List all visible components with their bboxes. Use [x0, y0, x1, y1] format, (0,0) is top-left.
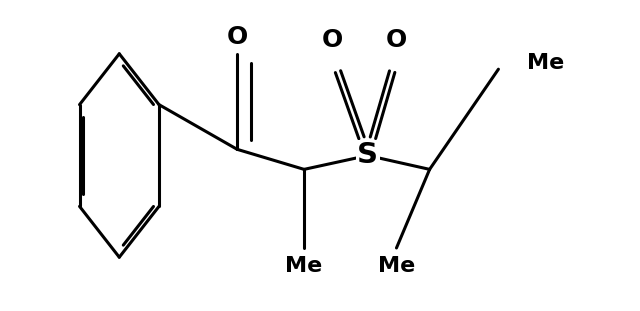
Text: Me: Me [378, 257, 415, 276]
Text: Me: Me [285, 257, 323, 276]
Text: Me: Me [527, 53, 564, 73]
Text: S: S [357, 142, 378, 169]
Text: O: O [322, 28, 344, 52]
Text: O: O [227, 25, 248, 49]
Text: O: O [386, 28, 407, 52]
